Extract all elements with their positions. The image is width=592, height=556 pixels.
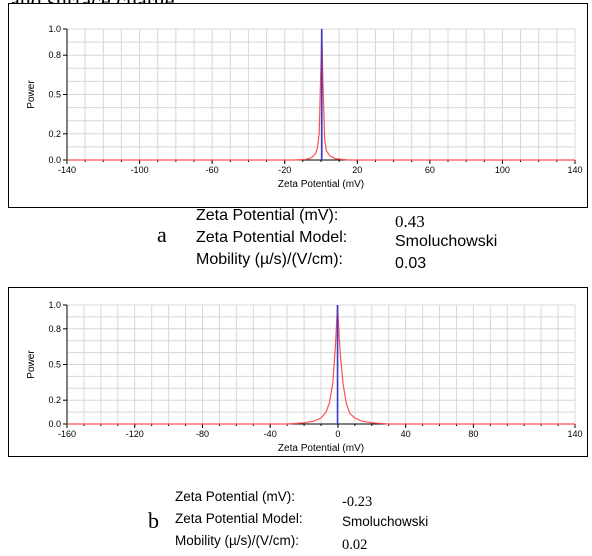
mobility-value: 0.03 — [395, 255, 427, 272]
zeta-model-label: Zeta Potential Model: — [196, 229, 348, 246]
x-tick-label: -60 — [206, 165, 219, 175]
chart-a-plot: -140 -100 -60 -20 20 60 100 140 0.0 0.2 0.5 0.8 1.0 Z… — [26, 24, 583, 190]
y-tick-label: 0.8 — [48, 50, 61, 60]
zeta-potential-value: -0.23 — [342, 494, 373, 510]
x-tick-label: 100 — [495, 165, 510, 175]
y-tick-label: 1.0 — [48, 24, 61, 34]
x-tick-label: 140 — [567, 165, 582, 175]
x-axis-title: Zeta Potential (mV) — [278, 179, 364, 190]
mobility-label: Mobility (µ/s)/(V/cm): — [196, 251, 343, 268]
y-axis-title: Power — [26, 80, 37, 109]
zeta-potential-label: Zeta Potential (mV): — [175, 489, 296, 504]
x-tick-label: 140 — [567, 429, 582, 439]
x-tick-label: -140 — [58, 165, 76, 175]
mobility-value: 0.02 — [342, 537, 368, 553]
x-tick-label: 40 — [401, 429, 411, 439]
y-tick-label: 0.0 — [48, 155, 61, 165]
y-tick-label: 1.0 — [48, 300, 61, 310]
panel-letter-a: a — [157, 222, 167, 247]
y-tick-label: 0.0 — [48, 419, 61, 429]
x-tick-label: -40 — [264, 429, 277, 439]
zeta-potential-chart-a: -140 -100 -60 -20 20 60 100 140 0.0 0.2 0.5 0.8 1.0 Z… — [8, 3, 588, 208]
x-tick-label: 80 — [468, 429, 478, 439]
zeta-potential-chart-b: -160 -120 -80 -40 0 40 80 140 0.0 0.2 0.5 0.8 1.0 Zet… — [8, 287, 588, 457]
zeta-potential-value: 0.43 — [395, 212, 425, 231]
y-tick-label: 0.8 — [48, 324, 61, 334]
y-tick-label: 0.2 — [48, 395, 61, 405]
y-tick-label: 0.5 — [48, 90, 61, 100]
x-tick-label: -20 — [278, 165, 291, 175]
x-tick-label: -160 — [58, 429, 76, 439]
y-axis-title: Power — [26, 350, 37, 379]
zeta-potential-label: Zeta Potential (mV): — [196, 207, 339, 224]
x-tick-label: -80 — [196, 429, 209, 439]
zeta-model-value: Smoluchowski — [342, 514, 429, 529]
x-tick-label: -100 — [131, 165, 149, 175]
y-tick-label: 0.5 — [48, 360, 61, 370]
panel-letter-b: b — [148, 508, 159, 533]
x-tick-label: 60 — [425, 165, 435, 175]
x-tick-label: 20 — [352, 165, 362, 175]
mobility-label: Mobility (µ/s)/(V/cm): — [175, 533, 300, 548]
x-tick-label: -120 — [126, 429, 144, 439]
chart-b-plot: -160 -120 -80 -40 0 40 80 140 0.0 0.2 0.5 0.8 1.0 Zet… — [26, 300, 583, 454]
x-axis-title: Zeta Potential (mV) — [278, 443, 364, 454]
x-tick-label: 0 — [335, 429, 340, 439]
y-tick-label: 0.2 — [48, 129, 61, 139]
zeta-model-value: Smoluchowski — [395, 233, 498, 250]
zeta-model-label: Zeta Potential Model: — [175, 511, 303, 526]
